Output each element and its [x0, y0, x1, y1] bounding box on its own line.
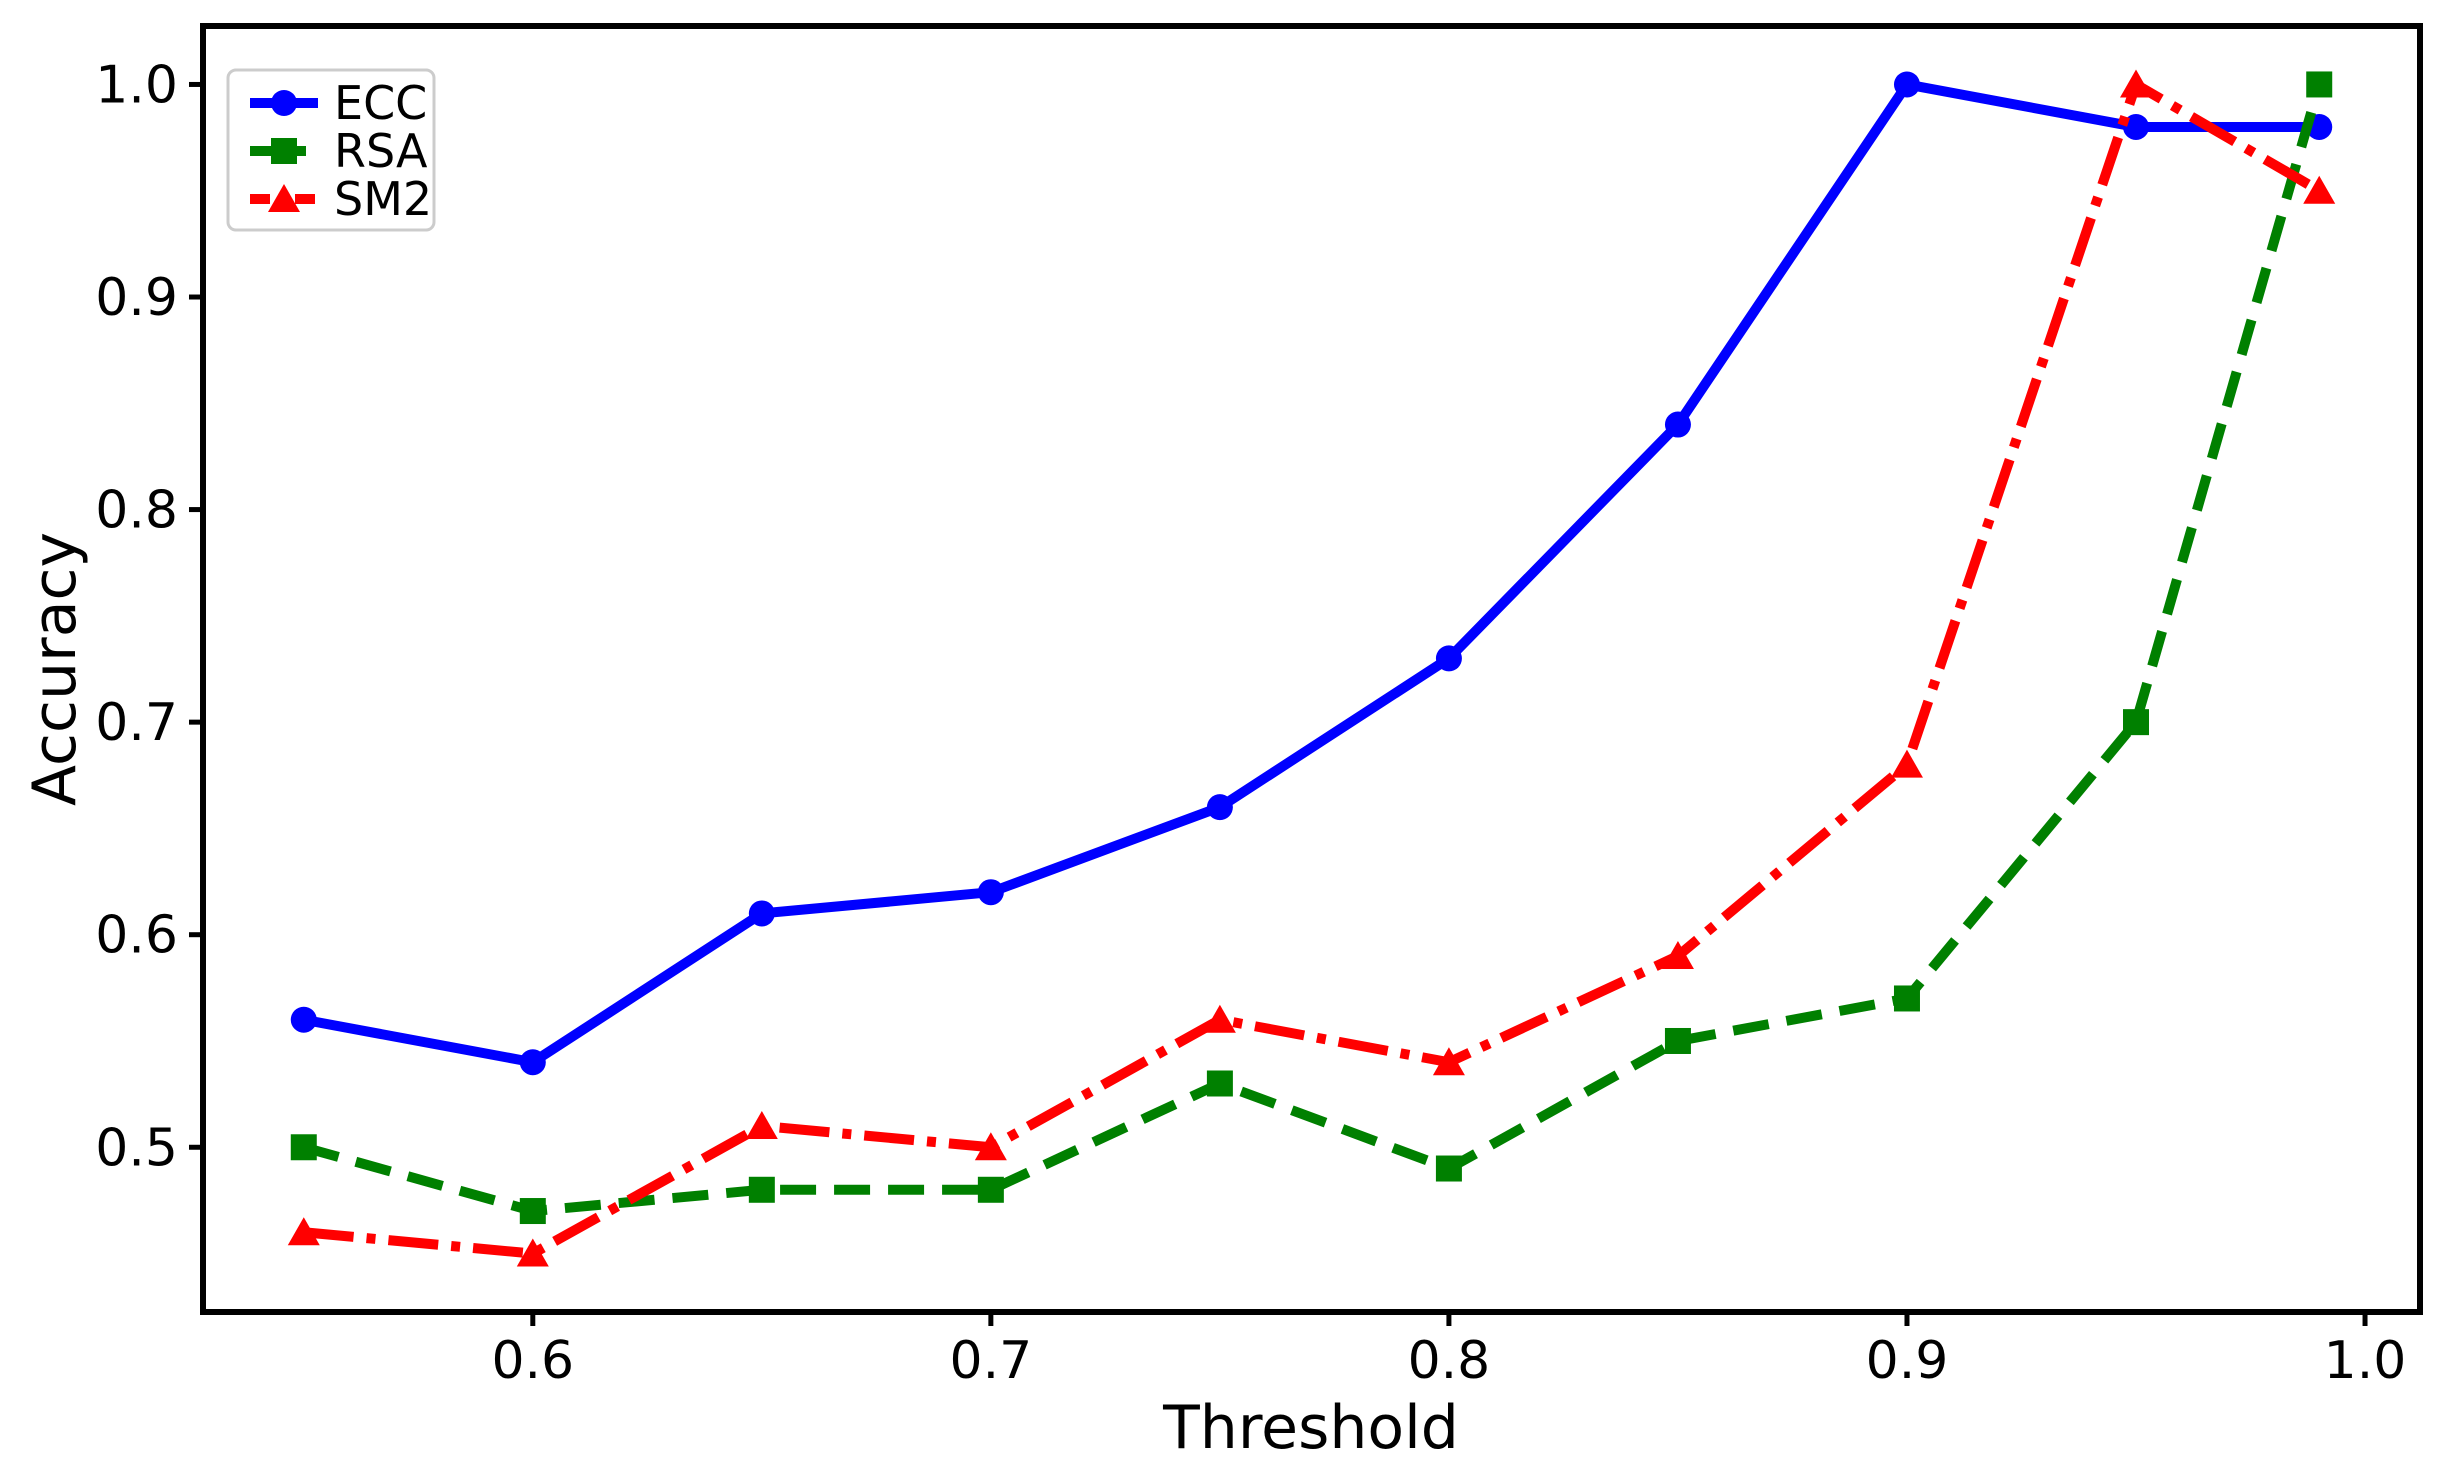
circle-marker-ecc — [1664, 411, 1691, 438]
triangle-marker-sm2 — [287, 1217, 320, 1246]
series-sm2 — [287, 69, 2336, 1267]
square-marker-rsa — [1435, 1155, 1462, 1182]
legend-label-ecc: ECC — [334, 76, 427, 130]
y-axis-label: Accuracy — [20, 532, 90, 806]
circle-marker-ecc — [1893, 71, 1920, 98]
square-marker-rsa — [1206, 1070, 1233, 1097]
x-tick-label: 0.6 — [491, 1331, 574, 1391]
x-tick-label: 1.0 — [2324, 1331, 2407, 1391]
circle-marker-ecc — [748, 900, 775, 927]
y-tick-label: 0.7 — [95, 693, 178, 753]
x-axis-label: Threshold — [1162, 1393, 1459, 1463]
legend-item-rsa: RSA — [250, 124, 428, 178]
triangle-marker-sm2 — [745, 1111, 778, 1140]
circle-marker-ecc — [2123, 113, 2150, 140]
circle-marker-ecc — [290, 1006, 317, 1033]
legend-square-marker — [271, 138, 297, 164]
triangle-marker-sm2 — [1432, 1047, 1465, 1076]
plot-area: 0.6 0.7 0.8 0.9 1.0 0.5 0.6 0.7 0.8 0.9 1.0 ECCRSAS… — [95, 23, 2423, 1391]
y-tick-label: 0.6 — [95, 906, 178, 966]
y-tick-label: 1.0 — [95, 55, 178, 115]
series-line-rsa — [302, 83, 2325, 1217]
square-marker-rsa — [290, 1134, 317, 1161]
triangle-marker-sm2 — [2303, 175, 2336, 204]
circle-marker-ecc — [519, 1049, 546, 1076]
legend-label-sm2: SM2 — [334, 172, 432, 226]
legend-item-sm2: SM2 — [250, 172, 432, 226]
series-ecc — [290, 71, 2333, 1076]
x-tick-label: 0.7 — [950, 1331, 1033, 1391]
circle-marker-ecc — [1206, 794, 1233, 821]
triangle-marker-sm2 — [974, 1132, 1007, 1161]
series-line-ecc — [302, 79, 2320, 1068]
y-tick-label: 0.5 — [95, 1118, 178, 1178]
series-rsa — [290, 71, 2333, 1225]
x-tick-label: 0.9 — [1866, 1331, 1949, 1391]
square-marker-rsa — [748, 1176, 775, 1203]
circle-marker-ecc — [1435, 645, 1462, 672]
triangle-marker-sm2 — [2120, 69, 2153, 98]
circle-marker-ecc — [977, 879, 1004, 906]
legend-circle-marker — [271, 90, 297, 116]
legend-label-rsa: RSA — [334, 124, 428, 178]
square-marker-rsa — [1664, 1027, 1691, 1054]
triangle-marker-sm2 — [516, 1238, 549, 1267]
square-marker-rsa — [519, 1198, 546, 1225]
series-line-sm2 — [303, 79, 2322, 1259]
axes-spines — [200, 23, 2423, 1315]
triangle-marker-sm2 — [1203, 1004, 1236, 1033]
square-marker-rsa — [2123, 709, 2150, 736]
legend-triangle-marker — [268, 184, 300, 212]
y-tick-label: 0.9 — [95, 268, 178, 328]
triangle-marker-sm2 — [1661, 940, 1694, 969]
square-marker-rsa — [1893, 985, 1920, 1012]
legend-item-ecc: ECC — [250, 76, 427, 130]
square-marker-rsa — [977, 1176, 1004, 1203]
square-marker-rsa — [2306, 71, 2333, 98]
x-tick-label: 0.8 — [1408, 1331, 1491, 1391]
triangle-marker-sm2 — [1890, 749, 1923, 778]
y-tick-label: 0.8 — [95, 481, 178, 541]
